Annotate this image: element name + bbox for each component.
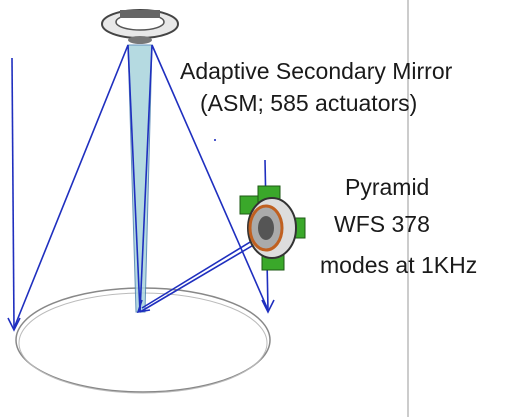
wfs-unit [239, 185, 306, 271]
wfs-line1: Pyramid [345, 174, 429, 200]
asm-detail: (ASM; 585 actuators) [200, 90, 417, 116]
light-cone [127, 44, 153, 313]
wfs-line3: modes at 1KHz [320, 252, 477, 278]
rays [7, 44, 275, 332]
asm-title: Adaptive Secondary Mirror [180, 58, 453, 84]
asm-unit [101, 9, 179, 44]
wfs-line2: WFS 378 [334, 211, 430, 237]
